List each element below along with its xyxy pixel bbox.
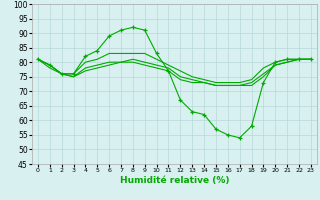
X-axis label: Humidité relative (%): Humidité relative (%) bbox=[120, 176, 229, 185]
